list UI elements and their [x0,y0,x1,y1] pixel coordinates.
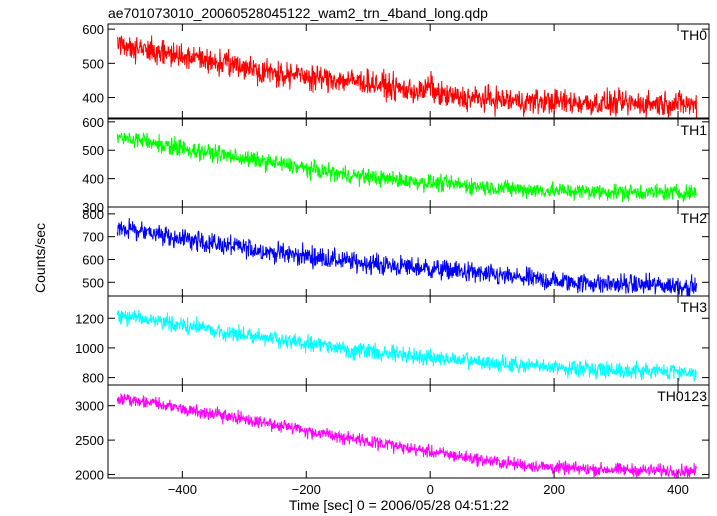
panel-frame [107,384,710,479]
x-tick-label: 400 [667,482,689,497]
y-tick-label: 800 [82,207,104,222]
panel-label: TH0 [681,27,708,43]
y-tick-label: 800 [82,371,104,386]
x-tick-label: −400 [168,482,197,497]
y-tick-label: 600 [82,115,104,130]
x-tick-label: −200 [292,482,321,497]
series-th1-line [116,132,698,203]
y-tick-label: 2500 [75,433,104,448]
y-tick-label: 400 [82,90,104,105]
y-tick-label: 1000 [75,341,104,356]
y-tick-label: 3000 [75,399,104,414]
y-tick-label: 700 [82,230,104,245]
panel-frame [107,23,710,119]
x-tick-label: 0 [427,482,434,497]
panel-th0123: 2000 2500 3000 TH0123 [75,384,710,483]
panel-th1: 300 400 500 600 TH1 [82,115,710,215]
panel-label: TH1 [681,122,708,138]
y-tick-label: 500 [82,275,104,290]
panel-th2: 500 600 700 800 TH2 [82,206,710,297]
y-axis-label: Counts/sec [32,223,48,293]
x-tick-label: 200 [543,482,565,497]
y-tick-label: 1200 [75,311,104,326]
series-th0123-line [116,393,698,479]
panel-label: TH2 [681,210,708,226]
chart-title: ae701073010_20060528045122_wam2_trn_4ban… [108,5,488,21]
x-axis: −400 −200 0 200 400 [168,482,689,497]
y-tick-label: 600 [82,22,104,37]
panels-group: 400 500 600 TH0 300 400 500 600 TH1 500 600 700 800 T… [75,22,710,483]
y-tick-label: 300 [82,200,104,215]
series-th2-line [116,217,698,297]
series-th0-line [117,35,698,119]
panel-th0: 400 500 600 TH0 [82,22,710,119]
panel-label: TH3 [681,299,708,315]
y-tick-label: 400 [82,172,104,187]
y-tick-label: 2000 [75,468,104,483]
series-th3-line [116,309,698,382]
x-axis-label: Time [sec] 0 = 2006/05/28 04:51:22 [289,497,509,513]
y-tick-label: 500 [82,56,104,71]
y-tick-label: 500 [82,143,104,158]
panel-th3: 800 1000 1200 TH3 [75,295,710,386]
y-tick-label: 600 [82,252,104,267]
panel-label: TH0123 [657,388,707,404]
